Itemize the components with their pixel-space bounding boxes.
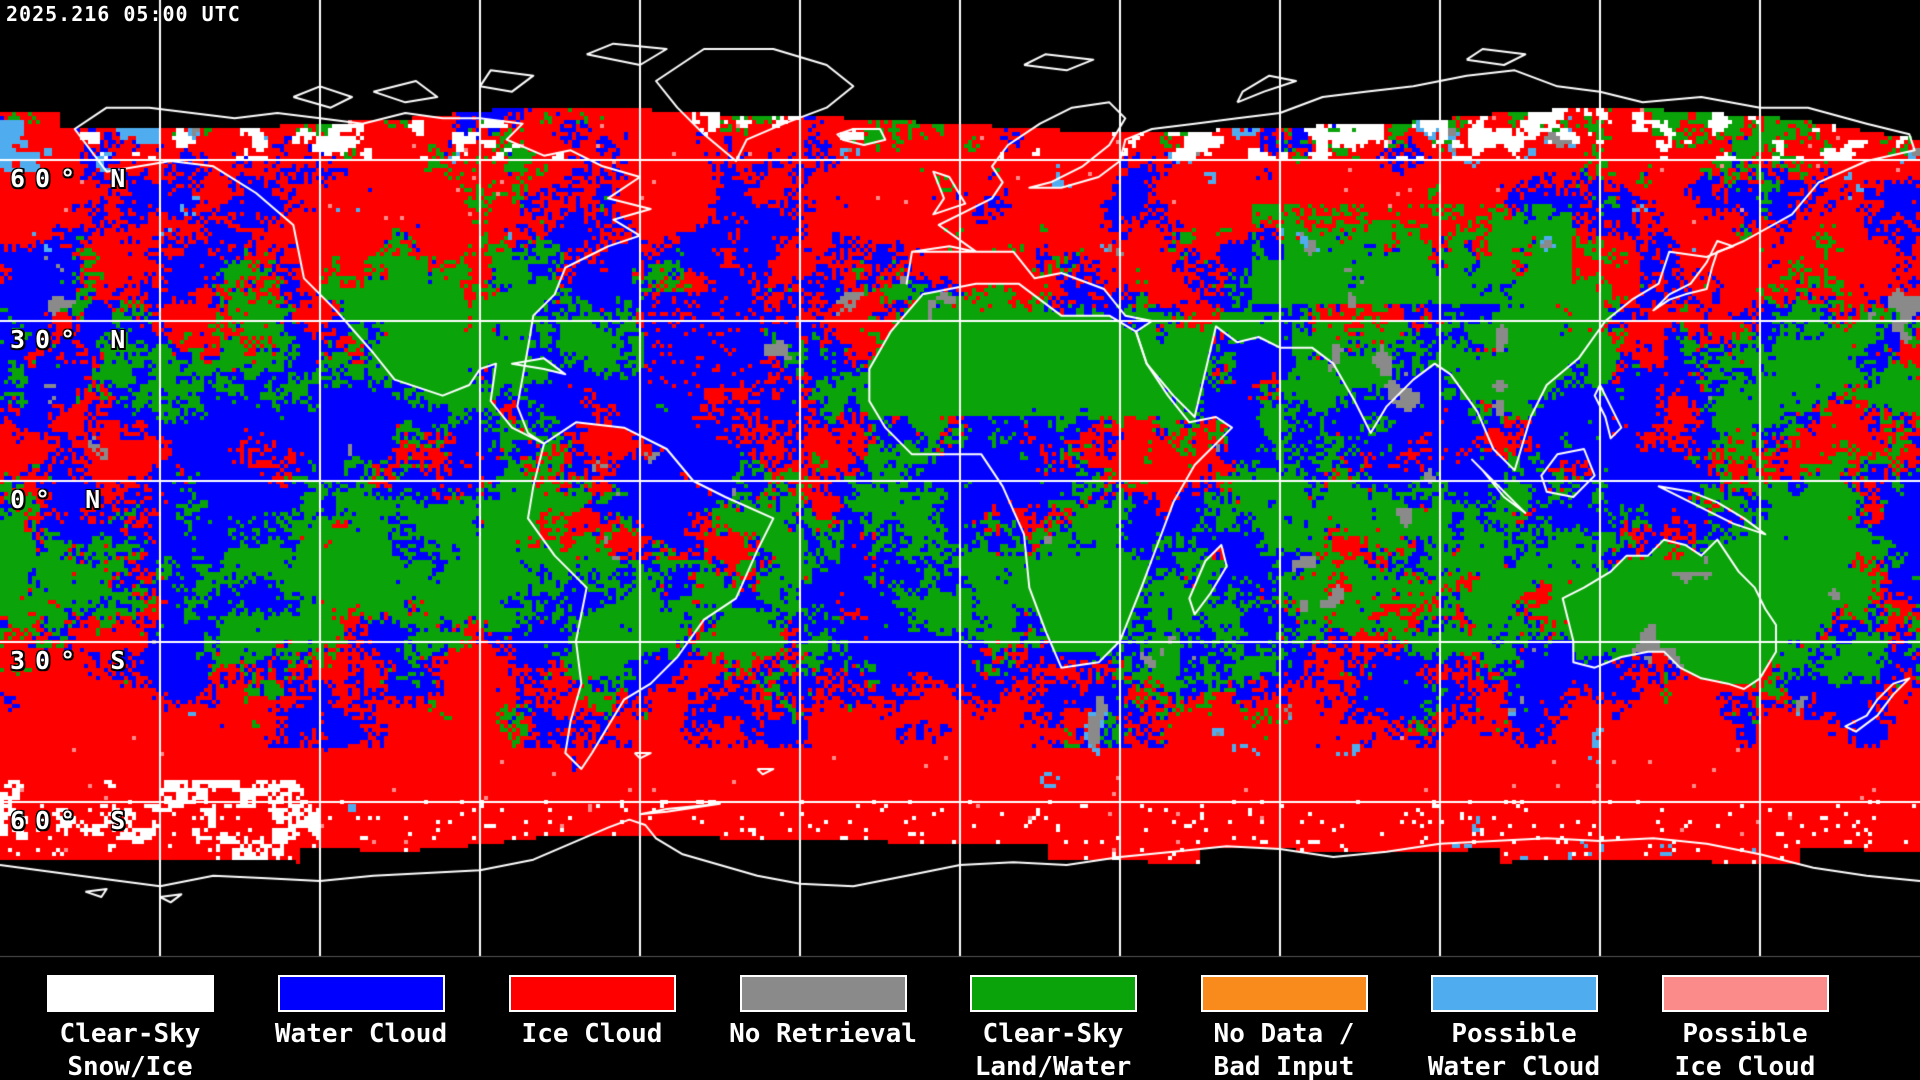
lat-label-60n: 60° N: [10, 164, 135, 193]
legend-swatch-clear-sky-land-water: [970, 975, 1137, 1012]
legend-label-line2: Land/Water: [937, 1051, 1169, 1080]
legend-label-line1: Possible: [1629, 1018, 1861, 1051]
legend-label-line2: Ice Cloud: [1629, 1051, 1861, 1080]
legend: Clear-Sky Snow/Ice Water Cloud Ice Cloud…: [0, 963, 1920, 1080]
legend-label-line2: Bad Input: [1168, 1051, 1400, 1080]
legend-label: Possible Ice Cloud: [1629, 1018, 1861, 1080]
cloud-mask-screen: 2025.216 05:00 UTC 60° N 30° N 0° N 30° …: [0, 0, 1920, 1080]
legend-swatch-possible-ice-cloud: [1662, 975, 1829, 1012]
legend-label-line1: Possible: [1398, 1018, 1630, 1051]
legend-label-line2: Snow/Ice: [14, 1051, 246, 1080]
lat-label-0n: 0° N: [10, 485, 110, 514]
legend-item-no-data-bad-input: No Data / Bad Input: [1168, 975, 1400, 1080]
legend-swatch-possible-water-cloud: [1431, 975, 1598, 1012]
lat-label-30s: 30° S: [10, 646, 135, 675]
legend-item-clear-sky-land-water: Clear-Sky Land/Water: [937, 975, 1169, 1080]
legend-label-line1: No Retrieval: [707, 1018, 939, 1051]
legend-label: No Data / Bad Input: [1168, 1018, 1400, 1080]
legend-label-line2: Water Cloud: [1398, 1051, 1630, 1080]
timestamp: 2025.216 05:00 UTC: [6, 2, 241, 26]
legend-item-possible-ice-cloud: Possible Ice Cloud: [1629, 975, 1861, 1080]
legend-label-line1: Clear-Sky: [14, 1018, 246, 1051]
legend-swatch-no-data-bad-input: [1201, 975, 1368, 1012]
lat-label-60s: 60° S: [10, 806, 135, 835]
legend-item-ice-cloud: Ice Cloud: [476, 975, 708, 1051]
legend-item-possible-water-cloud: Possible Water Cloud: [1398, 975, 1630, 1080]
legend-label-line1: Water Cloud: [245, 1018, 477, 1051]
legend-swatch-ice-cloud: [509, 975, 676, 1012]
legend-swatch-water-cloud: [278, 975, 445, 1012]
legend-label: No Retrieval: [707, 1018, 939, 1051]
legend-label: Ice Cloud: [476, 1018, 708, 1051]
legend-item-no-retrieval: No Retrieval: [707, 975, 939, 1051]
legend-swatch-no-retrieval: [740, 975, 907, 1012]
lat-label-30n: 30° N: [10, 325, 135, 354]
legend-item-clear-sky-snow-ice: Clear-Sky Snow/Ice: [14, 975, 246, 1080]
legend-item-water-cloud: Water Cloud: [245, 975, 477, 1051]
legend-swatch-clear-sky-snow-ice: [47, 975, 214, 1012]
legend-label: Water Cloud: [245, 1018, 477, 1051]
world-cloud-mask-map: [0, 0, 1920, 963]
legend-label: Clear-Sky Land/Water: [937, 1018, 1169, 1080]
legend-label-line1: Clear-Sky: [937, 1018, 1169, 1051]
legend-label: Clear-Sky Snow/Ice: [14, 1018, 246, 1080]
legend-label: Possible Water Cloud: [1398, 1018, 1630, 1080]
legend-label-line1: Ice Cloud: [476, 1018, 708, 1051]
legend-label-line1: No Data /: [1168, 1018, 1400, 1051]
